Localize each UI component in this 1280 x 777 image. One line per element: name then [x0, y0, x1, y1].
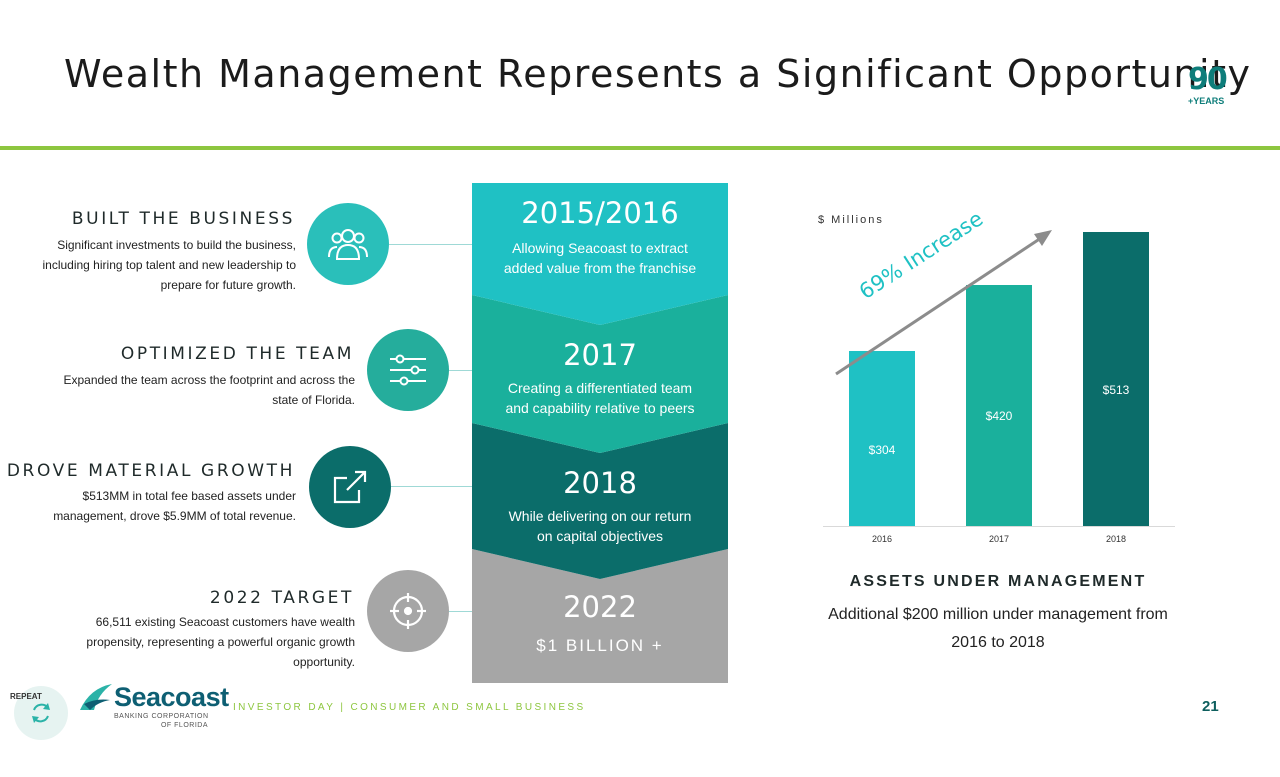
badge-text: +YEARS — [1188, 96, 1225, 106]
seacoast-logo-icon — [80, 684, 112, 710]
bar-value-label: $420 — [985, 409, 1013, 424]
anniversary-badge: 90 +YEARS — [1182, 62, 1234, 114]
logo-subtitle: BANKING CORPORATION OF FLORIDA — [114, 712, 209, 730]
timeline-subtitle-2022: $1 BILLION + — [536, 636, 664, 655]
section-body-built: Significant investments to build the bus… — [42, 238, 296, 292]
connector-line — [449, 370, 473, 371]
section-body-optimized: Expanded the team across the footprint a… — [63, 373, 355, 407]
seacoast-logo-text: Seacoast — [114, 682, 229, 712]
bar-value-label: $304 — [868, 442, 896, 457]
bar-2018 — [1083, 231, 1149, 526]
section-heading-growth: DROVE MATERIAL GROWTH — [6, 461, 295, 481]
badge-number: 90 — [1188, 62, 1228, 97]
timeline-chevrons — [472, 183, 728, 683]
repeat-icon[interactable] — [14, 686, 68, 740]
bar-2017 — [966, 284, 1032, 526]
aum-bar-chart: $304 2016 $420 2017 $513 2018 — [823, 200, 1175, 550]
repeat-label: REPEAT — [10, 692, 42, 701]
page-title: Wealth Management Represents a Significa… — [64, 52, 1252, 96]
timeline-subtitle-2017: Creating a differentiated team and capab… — [505, 380, 695, 416]
increase-arrow — [835, 230, 1052, 376]
aum-heading: ASSETS UNDER MANAGEMENT — [849, 573, 1147, 590]
external-arrow-icon — [309, 446, 391, 528]
section-body-growth: $513MM in total fee based assets under m… — [53, 489, 296, 523]
section-body-target: 66,511 existing Seacoast customers have … — [86, 615, 355, 669]
x-tick-label: 2017 — [988, 534, 1010, 544]
section-heading-optimized: OPTIMIZED THE TEAM — [120, 344, 354, 364]
timeline-title-2015-2016: 2015/2016 — [521, 196, 679, 230]
timeline-title-2022: 2022 — [563, 590, 637, 624]
connector-line — [391, 486, 473, 487]
timeline-subtitle-2018: While delivering on our return on capita… — [508, 508, 692, 544]
x-tick-label: 2018 — [1105, 534, 1127, 544]
chevron-2022 — [472, 549, 728, 683]
bar-value-label: $513 — [1102, 382, 1130, 397]
header-divider — [0, 146, 1280, 150]
page-number: 21 — [1202, 698, 1219, 715]
logo-subtitle-line-1: BANKING CORPORATION — [114, 713, 209, 720]
target-icon — [367, 570, 449, 652]
sliders-icon — [367, 329, 449, 411]
chevron-2017 — [472, 295, 728, 453]
timeline-title-2018: 2018 — [563, 466, 637, 500]
chart-y-label: $ Millions — [818, 214, 884, 226]
connector-line — [389, 244, 473, 245]
x-tick-label: 2016 — [871, 534, 893, 544]
timeline-subtitle-2015-2016: Allowing Seacoast to extract added value… — [503, 240, 697, 276]
timeline-title-2017: 2017 — [563, 338, 637, 372]
bar-2016 — [849, 351, 915, 526]
connector-line — [449, 611, 473, 612]
footer-caption: INVESTOR DAY | CONSUMER AND SMALL BUSINE… — [233, 702, 586, 713]
chevron-2015-2016 — [472, 183, 728, 325]
section-heading-target: 2022 TARGET — [209, 588, 354, 608]
logo-subtitle-line-2: OF FLORIDA — [160, 722, 208, 729]
x-axis-line — [823, 526, 1175, 527]
users-icon — [307, 203, 389, 285]
aum-body: Additional $200 million under management… — [828, 606, 1168, 651]
section-heading-built: BUILT THE BUSINESS — [71, 209, 295, 229]
chevron-2018 — [472, 423, 728, 579]
